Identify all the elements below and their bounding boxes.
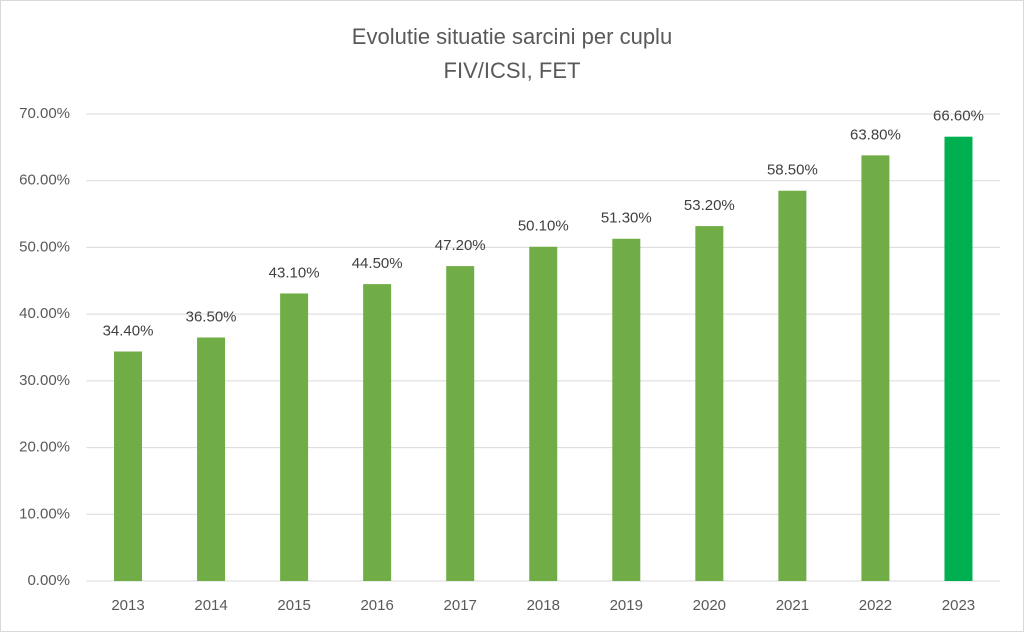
- bar: [612, 238, 641, 581]
- x-tick-label: 2023: [942, 597, 975, 614]
- data-label: 43.10%: [269, 264, 320, 281]
- bar: [861, 155, 890, 581]
- data-label: 47.20%: [435, 237, 486, 254]
- bar: [778, 190, 807, 581]
- y-tick-label: 30.00%: [19, 372, 70, 389]
- bar: [280, 293, 309, 581]
- x-tick-label: 2022: [859, 597, 892, 614]
- y-tick-label: 50.00%: [19, 238, 70, 255]
- bar: [944, 136, 973, 581]
- data-label: 34.40%: [103, 322, 154, 339]
- x-tick-label: 2018: [527, 597, 560, 614]
- y-tick-label: 10.00%: [19, 505, 70, 522]
- x-tick-label: 2021: [776, 597, 809, 614]
- data-label: 50.10%: [518, 218, 569, 235]
- y-tick-label: 20.00%: [19, 439, 70, 456]
- data-label: 63.80%: [850, 126, 901, 143]
- x-tick-label: 2020: [693, 597, 726, 614]
- x-tick-label: 2013: [111, 597, 144, 614]
- bar: [114, 351, 143, 581]
- chart-title: Evolutie situatie sarcini per cuplu: [352, 24, 672, 49]
- bar: [446, 266, 475, 581]
- y-tick-label: 0.00%: [27, 572, 70, 589]
- data-label: 58.50%: [767, 162, 818, 179]
- x-tick-label: 2015: [277, 597, 310, 614]
- y-tick-label: 60.00%: [19, 172, 70, 189]
- y-tick-label: 70.00%: [19, 105, 70, 122]
- y-tick-label: 40.00%: [19, 305, 70, 322]
- x-tick-label: 2019: [610, 597, 643, 614]
- bar: [695, 226, 724, 581]
- x-tick-label: 2014: [194, 597, 227, 614]
- data-label: 36.50%: [186, 308, 237, 325]
- bar: [529, 246, 558, 582]
- x-tick-label: 2016: [360, 597, 393, 614]
- bar: [363, 284, 392, 581]
- data-label: 51.30%: [601, 210, 652, 227]
- bar: [197, 337, 226, 581]
- chart-title: FIV/ICSI, FET: [444, 58, 581, 83]
- data-label: 53.20%: [684, 197, 735, 214]
- data-label: 44.50%: [352, 255, 403, 272]
- x-tick-label: 2017: [444, 597, 477, 614]
- data-label: 66.60%: [933, 108, 984, 125]
